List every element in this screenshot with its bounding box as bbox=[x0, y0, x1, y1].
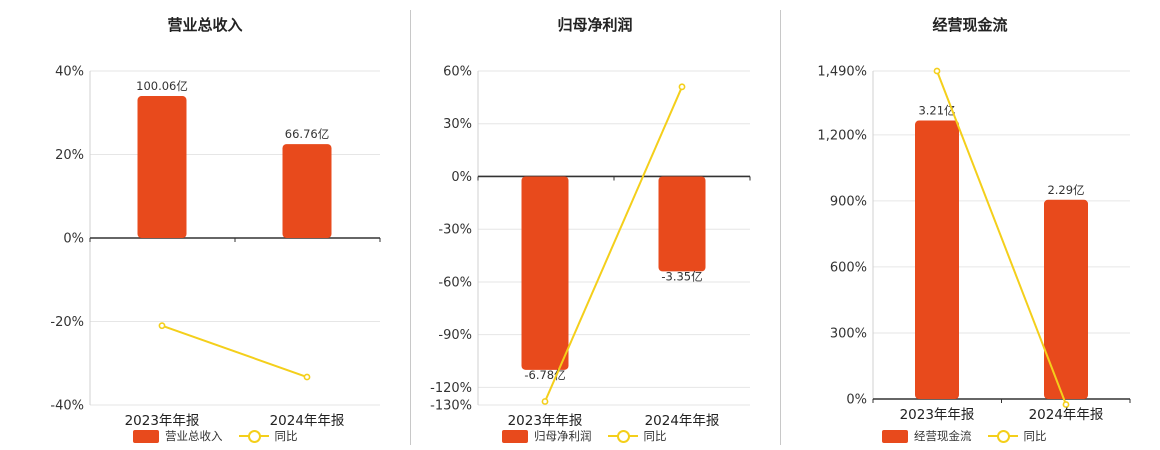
y-tick-label: 30% bbox=[443, 117, 472, 132]
legend-line-label: 同比 bbox=[1023, 429, 1047, 443]
y-tick-label: 60% bbox=[443, 65, 472, 80]
yoy-point bbox=[541, 398, 549, 405]
legend-line-label: 同比 bbox=[643, 429, 667, 443]
legend-bar-swatch bbox=[502, 429, 528, 443]
y-tick-label: -90% bbox=[438, 328, 472, 343]
bar-data-label: 100.06亿 bbox=[136, 79, 188, 93]
y-tick-label: -60% bbox=[438, 275, 472, 290]
legend-line-swatch bbox=[987, 429, 1018, 443]
yoy-point bbox=[678, 83, 686, 91]
yoy-line bbox=[936, 70, 1067, 405]
bar bbox=[915, 120, 959, 399]
chart-panel-revenue: 营业总收入 -40% -20% 0% 20% 40% 100.06亿 66.76亿 2023年… bbox=[0, 0, 410, 450]
bar bbox=[1044, 199, 1088, 399]
chart-panel-net-profit: 归母净利润 -130% -120% -90% -60% -30% 0% 30% 60% -6.7… bbox=[410, 0, 780, 450]
bar-data-label: 3.21亿 bbox=[918, 104, 955, 118]
y-tick-label: -120% bbox=[430, 381, 472, 396]
x-tick-label: 2024年年报 bbox=[645, 413, 720, 429]
y-tick-label: 0% bbox=[451, 170, 472, 185]
panel-divider-1 bbox=[410, 10, 411, 445]
yoy-point bbox=[303, 373, 311, 381]
x-tick-label: 2023年年报 bbox=[900, 407, 975, 423]
x-tick-label: 2023年年报 bbox=[508, 413, 583, 429]
y-tick-label: -130% bbox=[430, 399, 472, 414]
y-tick-label: 20% bbox=[55, 148, 84, 163]
chart-svg: -40% -20% 0% 20% 40% 100.06亿 66.76亿 2023年年报 2024… bbox=[50, 65, 381, 429]
chart-legend: 经营现金流 同比 bbox=[882, 428, 1047, 444]
y-tick-label: 40% bbox=[55, 65, 84, 80]
chart-title: 归母净利润 bbox=[557, 16, 633, 34]
x-tick-label: 2024年年报 bbox=[1029, 407, 1104, 423]
legend-bar-label: 归母净利润 bbox=[534, 429, 592, 443]
bar-data-label: 2.29亿 bbox=[1047, 183, 1084, 197]
y-tick-label: 1,490% bbox=[817, 65, 867, 80]
x-tick-label: 2024年年报 bbox=[270, 413, 345, 429]
chart-panel-operating-cash-flow: 经营现金流 0% 300% 600% 900% 1,200% 1,490% 3.21亿 2.2… bbox=[780, 0, 1160, 450]
y-tick-label: 600% bbox=[830, 260, 867, 275]
y-tick-label: 900% bbox=[830, 194, 867, 209]
y-tick-label: 0% bbox=[63, 232, 84, 247]
yoy-line bbox=[161, 324, 308, 378]
bar-data-label: 66.76亿 bbox=[285, 127, 329, 141]
y-tick-label: 300% bbox=[830, 326, 867, 341]
y-tick-label: 1,200% bbox=[817, 128, 867, 143]
chart-title: 营业总收入 bbox=[167, 16, 243, 34]
yoy-point bbox=[158, 322, 166, 330]
y-tick-label: -30% bbox=[438, 223, 472, 238]
y-tick-label: -40% bbox=[50, 399, 84, 414]
legend-bar-label: 营业总收入 bbox=[165, 429, 223, 443]
y-tick-label: 0% bbox=[846, 393, 867, 408]
bar bbox=[137, 96, 187, 238]
x-tick-label: 2023年年报 bbox=[125, 413, 200, 429]
legend-bar-swatch bbox=[882, 429, 908, 443]
chart-title: 经营现金流 bbox=[932, 16, 1008, 34]
yoy-line bbox=[544, 86, 683, 402]
bar-data-label: -3.35亿 bbox=[661, 269, 702, 283]
chart-legend: 营业总收入 同比 bbox=[133, 428, 298, 444]
bar bbox=[282, 144, 332, 238]
legend-line-label: 同比 bbox=[274, 429, 298, 443]
bar bbox=[521, 176, 569, 370]
chart-legend: 归母净利润 同比 bbox=[502, 428, 667, 444]
legend-bar-swatch bbox=[133, 429, 159, 443]
legend-line-swatch bbox=[607, 429, 638, 443]
panel-divider-2 bbox=[780, 10, 781, 445]
bar bbox=[658, 176, 706, 272]
y-tick-label: -20% bbox=[50, 315, 84, 330]
chart-svg: 0% 300% 600% 900% 1,200% 1,490% 3.21亿 2.29亿 2023… bbox=[817, 65, 1131, 423]
yoy-point bbox=[933, 67, 941, 75]
legend-line-swatch bbox=[238, 429, 269, 443]
chart-svg: -130%-120%-90%-60%-30%0%30%60%-6.78亿-3.3… bbox=[430, 65, 751, 429]
legend-bar-label: 经营现金流 bbox=[914, 429, 972, 443]
yoy-point bbox=[1062, 401, 1070, 408]
